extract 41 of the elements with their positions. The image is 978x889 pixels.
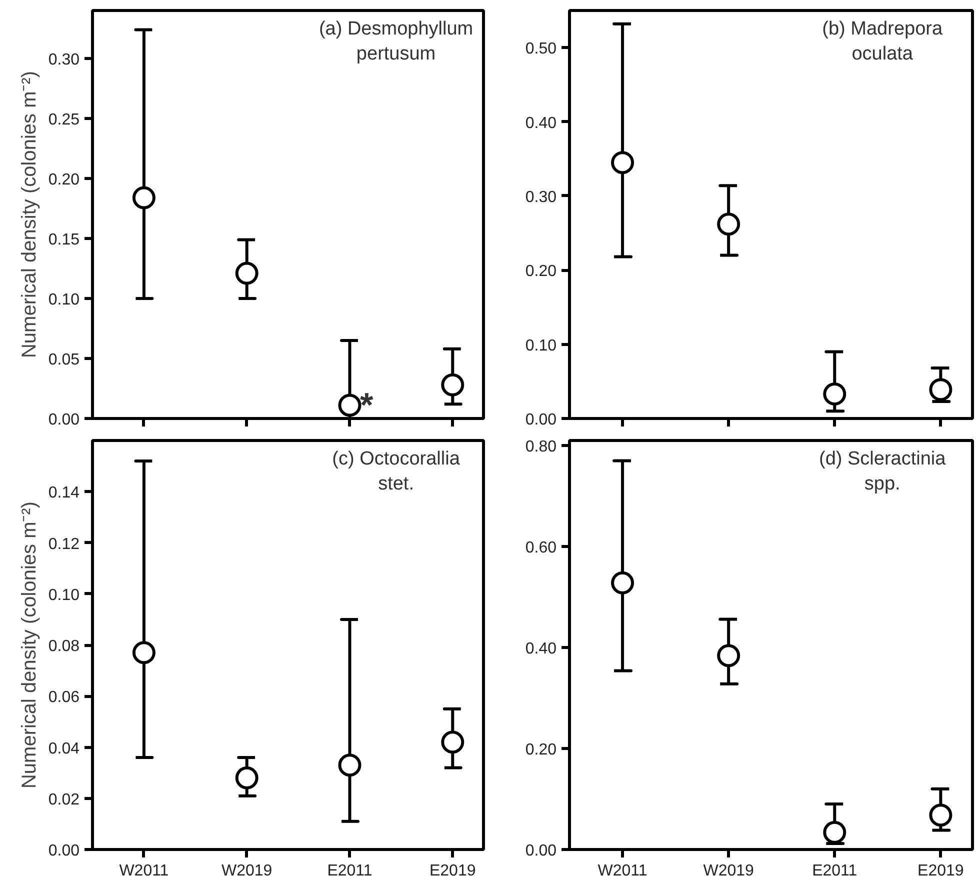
y-tick-label: 0.20 [525, 263, 557, 280]
x-tick-label: E2011 [812, 862, 858, 880]
y-tick-label: 0.60 [525, 540, 557, 557]
y-tick-label: 0.40 [525, 114, 557, 132]
text: (a) Desmophyllum pertusum [318, 18, 474, 65]
y-tick-label: 0.06 [48, 689, 80, 706]
x-tick-label: W2019 [221, 862, 272, 880]
y-tick-label: 0.00 [525, 842, 557, 860]
y-tick-label: 0.10 [525, 337, 557, 354]
y-tick-label: 0.15 [48, 232, 80, 248]
x-tick-label: E2019 [430, 862, 476, 880]
y-tick-label: 0.20 [525, 742, 557, 759]
x-tick-label: W2019 [703, 862, 754, 880]
y-tick-label: 0.10 [48, 586, 80, 604]
y-tick-label: 0.04 [48, 740, 80, 758]
x-tick-label: W2011 [598, 862, 648, 880]
y-tick-label: 0.40 [525, 640, 557, 658]
y-tick-label: 0.50 [525, 40, 557, 58]
y-tick-label: 0.30 [48, 52, 80, 68]
y-tick-label: 0.05 [48, 352, 80, 368]
y-tick-label: 0.10 [48, 292, 80, 308]
y-tick-label: 0.30 [525, 188, 557, 206]
y-tick-label: 0.80 [525, 438, 557, 456]
y-tick-label: 0.25 [48, 112, 80, 128]
text: (d) Scleractinia spp. [819, 448, 946, 495]
y-tick-label: 0.00 [525, 412, 557, 428]
y-tick-label: 0.02 [48, 791, 80, 808]
y-tick-label: 0.08 [48, 638, 80, 655]
y-tick-label: 0.00 [48, 412, 80, 428]
y-axis-title: Numerical density (colonies m⁻²) [18, 501, 40, 789]
x-tick-label: E2011 [327, 862, 372, 880]
text: (b) Madrepora oculata [822, 18, 943, 65]
annotation: * [360, 386, 374, 424]
y-tick-label: 0.00 [48, 842, 80, 860]
y-tick-label: 0.14 [48, 484, 80, 502]
x-tick-label: E2019 [918, 862, 964, 880]
text: (c) Octocorallia stet. [332, 448, 460, 495]
x-tick-label: W2011 [119, 862, 169, 880]
y-axis-title: Numerical density (colonies m⁻²) [18, 70, 40, 358]
y-tick-label: 0.12 [48, 536, 80, 553]
y-tick-label: 0.20 [48, 172, 80, 188]
